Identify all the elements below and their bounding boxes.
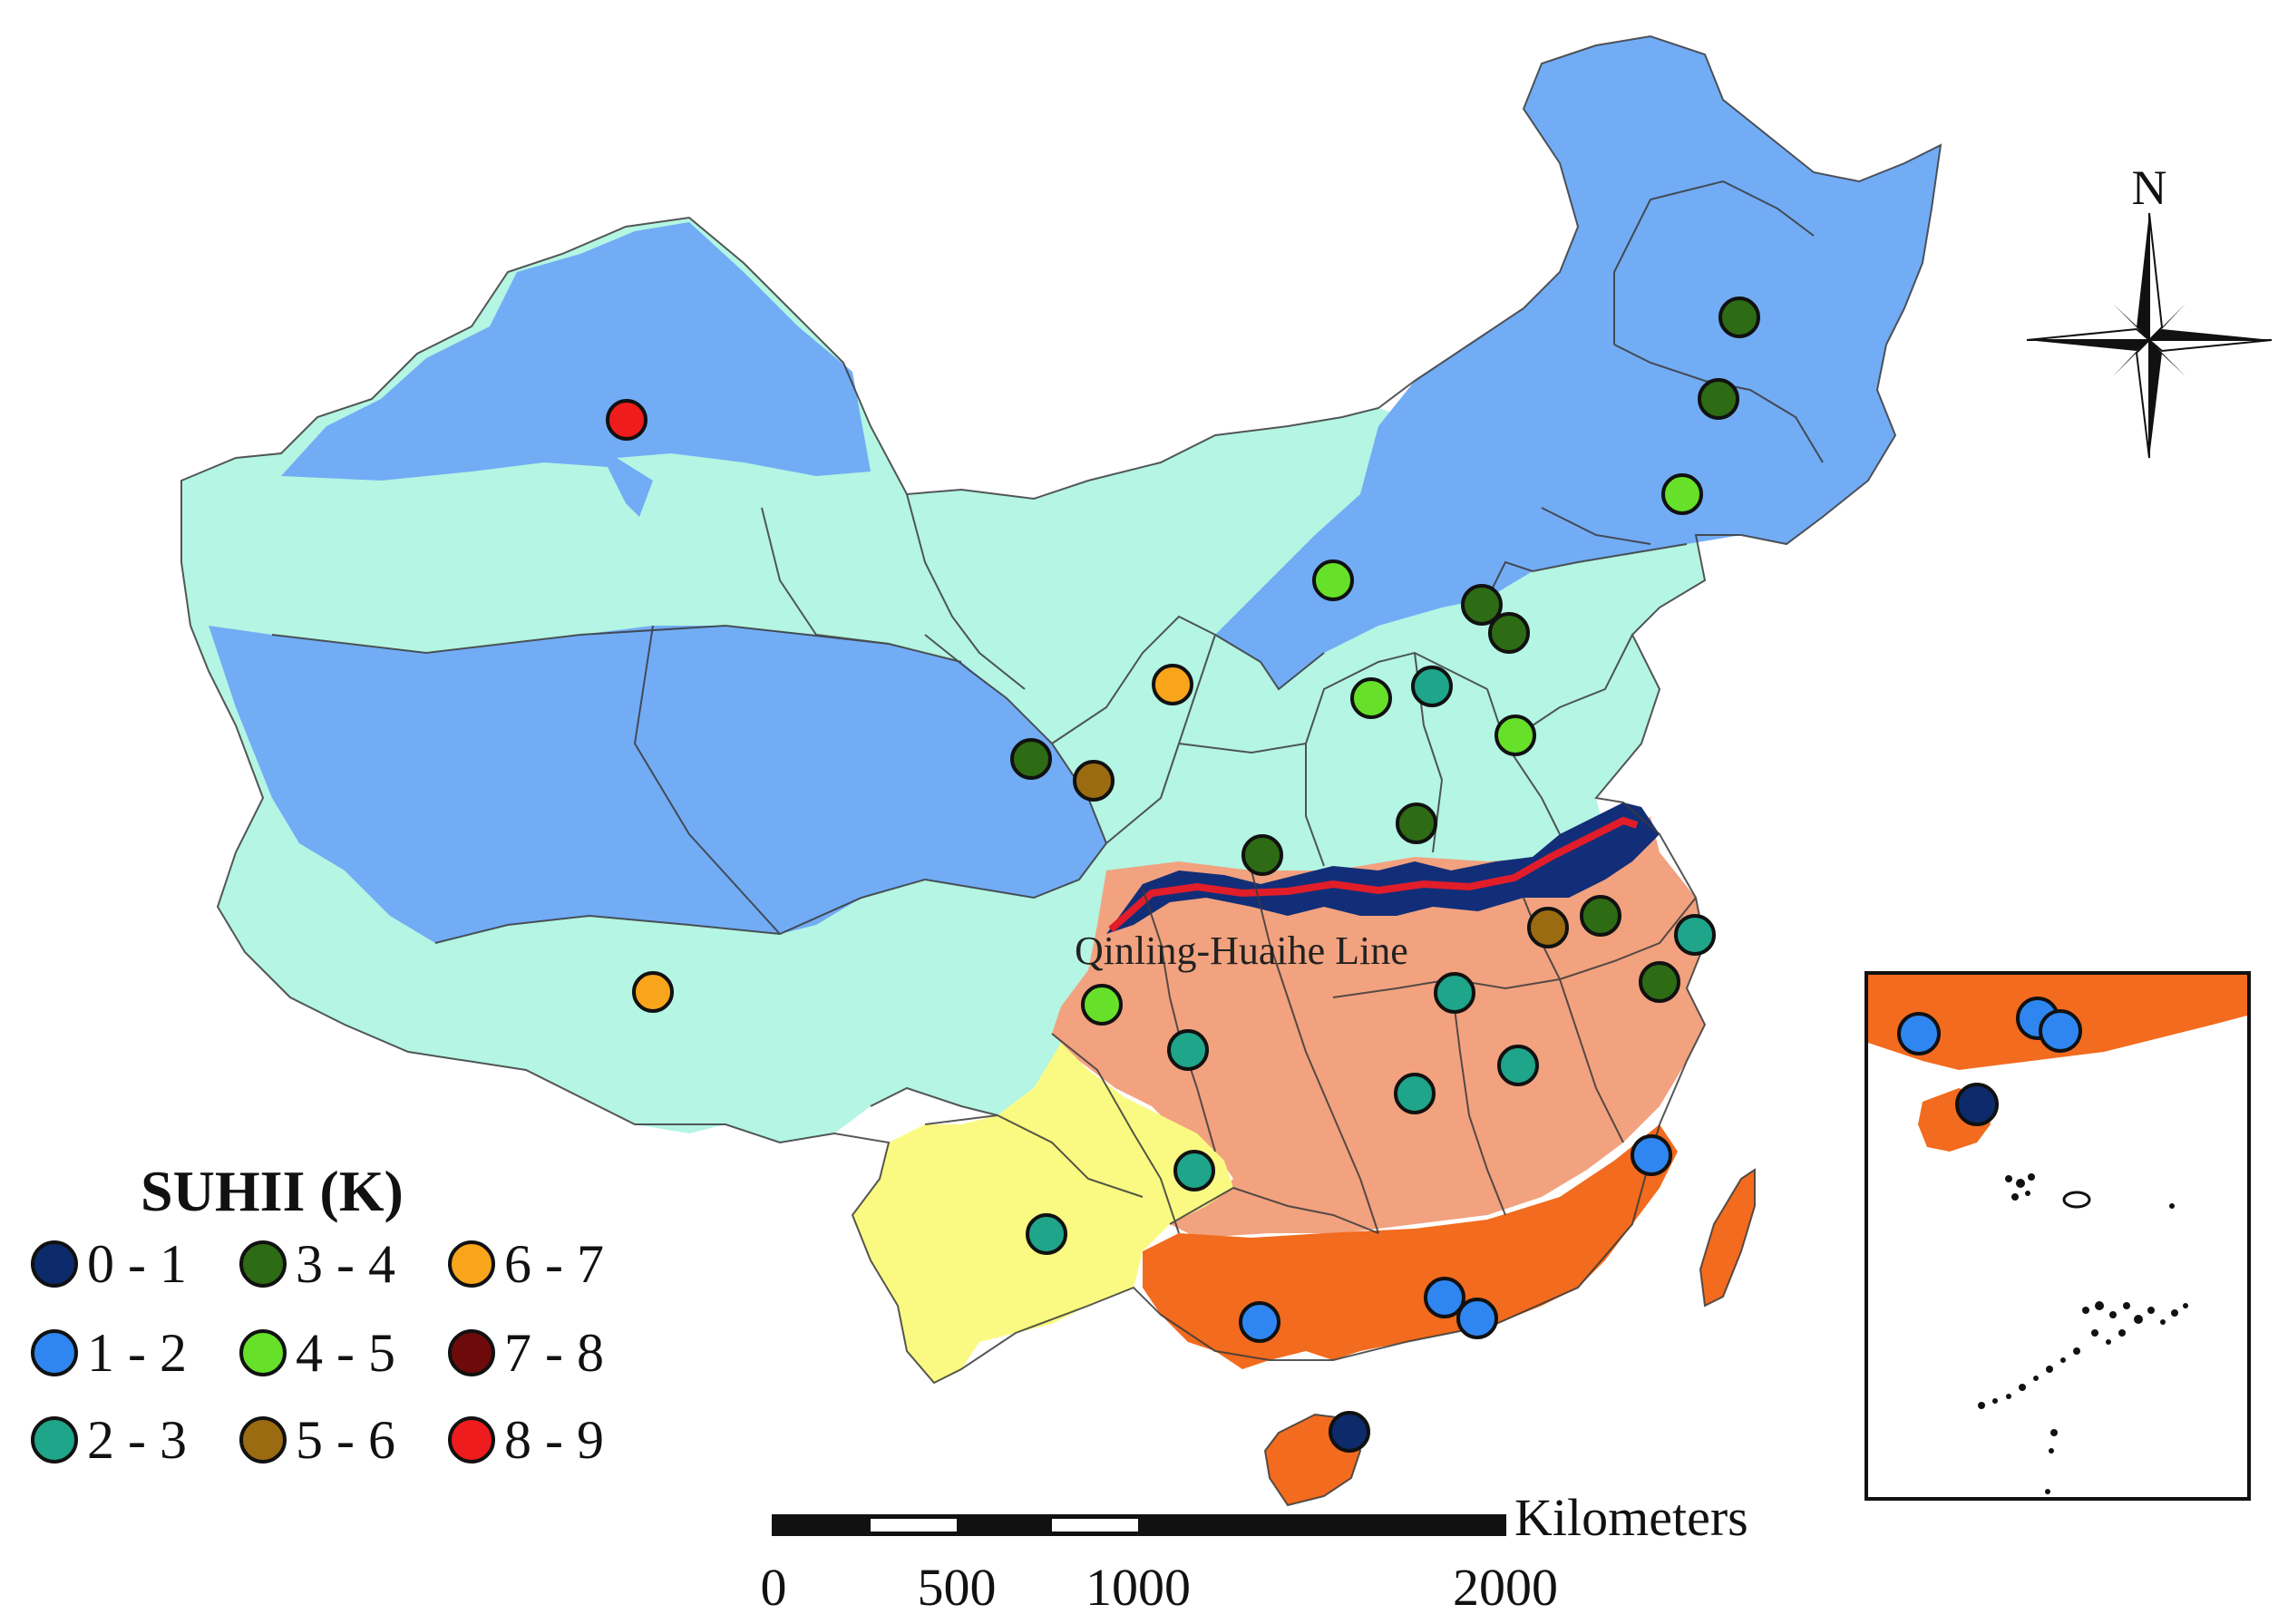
city-marker-27 [1026, 1213, 1067, 1255]
inset-islands [1978, 1173, 2188, 1494]
city-marker-21 [1081, 984, 1123, 1026]
city-marker-4 [1312, 559, 1354, 601]
legend-swatch-6 [448, 1240, 495, 1288]
city-marker-31 [1329, 1411, 1370, 1453]
city-marker-0 [606, 399, 647, 441]
legend-label-7: 7 - 8 [504, 1323, 604, 1383]
city-marker-26 [1173, 1150, 1215, 1191]
legend-items: 0 - 1 1 - 2 2 - 3 3 - 4 4 - 5 5 - 6 6 - 7 7 - 8… [31, 1234, 604, 1470]
city-marker-19 [1434, 972, 1475, 1014]
zone-tropical [1143, 1124, 1678, 1369]
city-marker-12 [1073, 760, 1115, 802]
legend-label-4: 4 - 5 [296, 1323, 395, 1383]
city-marker-16 [1580, 895, 1621, 937]
city-marker-28 [1239, 1301, 1280, 1343]
scale-bar: Kilometers 0 500 1000 2000 [761, 1488, 1748, 1617]
inset-city-markers [1897, 997, 2082, 1126]
city-markers [606, 297, 1760, 1453]
legend-label-0: 0 - 1 [87, 1234, 187, 1294]
legend-label-1: 1 - 2 [87, 1323, 187, 1383]
inset-city-marker-2 [2039, 1009, 2082, 1053]
city-marker-20 [632, 971, 674, 1013]
legend-swatch-5 [239, 1416, 287, 1464]
city-marker-29 [1424, 1277, 1465, 1318]
legend-swatch-7 [448, 1329, 495, 1376]
inset-city-marker-0 [1897, 1012, 1941, 1055]
city-marker-22 [1167, 1029, 1209, 1071]
qinling-huaihe-line [1108, 816, 1639, 932]
city-marker-9 [1495, 715, 1536, 756]
city-marker-10 [1152, 664, 1193, 705]
qinling-huaihe-band [1106, 802, 1660, 934]
city-marker-3 [1661, 473, 1703, 515]
qinling-huaihe-label: Qinling-Huaihe Line [1075, 929, 1408, 973]
city-marker-1 [1718, 297, 1760, 338]
scale-unit: Kilometers [1514, 1488, 1748, 1547]
legend-swatch-1 [31, 1329, 78, 1376]
scale-tick-0: 0 [761, 1558, 787, 1617]
legend-title: SUHII (K) [141, 1159, 404, 1223]
city-marker-5 [1461, 584, 1503, 626]
zone-plateau-yellow [852, 1043, 1233, 1383]
city-marker-8 [1350, 677, 1392, 719]
legend-label-2: 2 - 3 [87, 1410, 187, 1470]
city-marker-23 [1497, 1045, 1539, 1086]
city-marker-30 [1456, 1298, 1498, 1339]
legend-label-5: 5 - 6 [296, 1410, 395, 1470]
legend-swatch-4 [239, 1329, 287, 1376]
zone-cold-northwest [281, 222, 871, 517]
north-label: N [2132, 160, 2167, 215]
city-marker-17 [1674, 914, 1716, 956]
legend-swatch-8 [448, 1416, 495, 1464]
province-boundaries [180, 34, 1942, 1507]
south-china-sea-inset [1864, 971, 2251, 1501]
city-marker-24 [1394, 1073, 1436, 1114]
city-marker-25 [1631, 1134, 1672, 1176]
city-marker-13 [1396, 802, 1437, 844]
legend: SUHII (K) 0 - 1 1 - 2 2 - 3 3 - 4 4 - 5 5 - 6… [31, 1159, 604, 1470]
city-marker-7 [1411, 666, 1453, 707]
city-marker-18 [1639, 961, 1680, 1003]
legend-label-3: 3 - 4 [296, 1234, 395, 1294]
city-marker-15 [1527, 907, 1569, 948]
legend-swatch-2 [31, 1416, 78, 1464]
city-marker-14 [1241, 834, 1283, 876]
zone-cold-plateau [209, 626, 1106, 943]
north-arrow: N [2026, 160, 2273, 459]
city-marker-11 [1010, 738, 1052, 780]
climate-zones [181, 36, 1941, 1505]
legend-label-6: 6 - 7 [504, 1234, 604, 1294]
scale-tick-500: 500 [918, 1558, 997, 1617]
scale-tick-1000: 1000 [1086, 1558, 1191, 1617]
city-marker-6 [1488, 612, 1530, 654]
zone-taiwan [1700, 1170, 1755, 1306]
legend-swatch-3 [239, 1240, 287, 1288]
inset-city-marker-3 [1955, 1083, 1999, 1126]
city-marker-2 [1698, 378, 1739, 420]
legend-swatch-0 [31, 1240, 78, 1288]
legend-label-8: 8 - 9 [504, 1410, 604, 1470]
scale-tick-2000: 2000 [1453, 1558, 1558, 1617]
